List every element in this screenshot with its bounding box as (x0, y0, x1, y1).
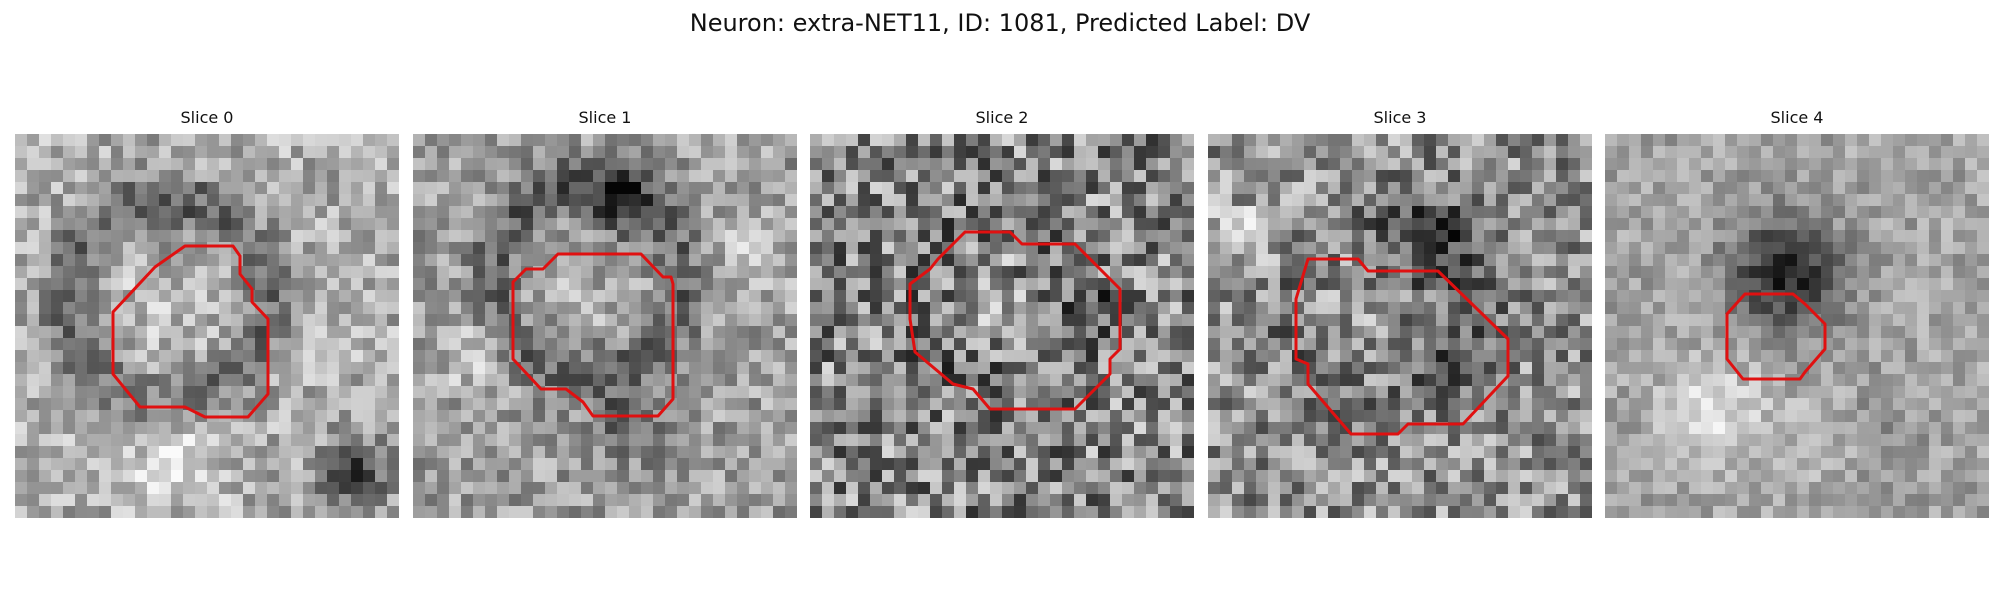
slice-image-3 (1208, 134, 1592, 518)
roi-contour (1294, 257, 1510, 436)
slice-title-3: Slice 3 (1373, 108, 1427, 127)
roi-contour (908, 230, 1122, 411)
slice-title-2: Slice 2 (975, 108, 1029, 127)
figure-title: Neuron: extra-NET11, ID: 1081, Predicted… (689, 9, 1311, 37)
slice-panel-1: Slice 1 (413, 108, 797, 518)
slice-image-1 (413, 134, 797, 518)
roi-contour (511, 252, 675, 418)
slice-title-4: Slice 4 (1770, 108, 1824, 127)
slice-image-4 (1605, 134, 1989, 518)
slice-title-0: Slice 0 (180, 108, 234, 127)
roi-contour (1725, 292, 1827, 381)
slice-title-1: Slice 1 (578, 108, 632, 127)
slice-panel-3: Slice 3 (1208, 108, 1592, 518)
slice-panel-4: Slice 4 (1605, 108, 1989, 518)
slice-image-2 (810, 134, 1194, 518)
slice-panel-0: Slice 0 (15, 108, 399, 518)
slice-panel-2: Slice 2 (810, 108, 1194, 518)
slice-image-0 (15, 134, 399, 518)
roi-contour (111, 244, 270, 419)
